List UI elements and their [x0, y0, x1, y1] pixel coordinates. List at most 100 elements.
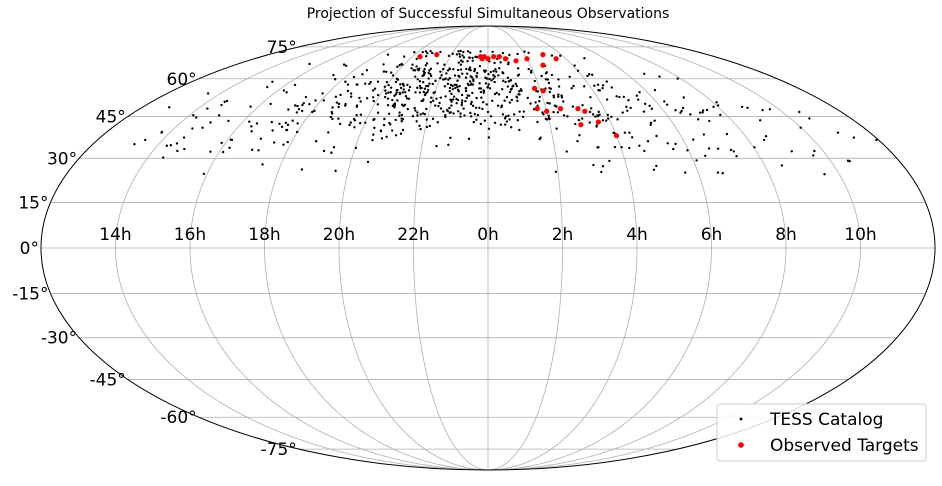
tess-catalog-point: [725, 132, 729, 136]
tess-catalog-point: [251, 148, 254, 152]
tess-catalog-point: [648, 104, 651, 108]
tess-catalog-point: [386, 97, 390, 100]
tess-catalog-point: [405, 97, 409, 100]
tess-catalog-point: [538, 137, 542, 141]
tess-catalog-point: [548, 90, 552, 94]
tess-catalog-point: [469, 102, 473, 106]
tess-catalog-point: [376, 111, 380, 114]
tess-catalog-point: [655, 134, 658, 138]
tess-catalog-point: [707, 147, 711, 150]
tess-catalog-point: [459, 68, 463, 71]
tess-catalog-point: [458, 55, 462, 58]
observed-target-point: [491, 54, 497, 60]
tess-catalog-point: [448, 89, 451, 93]
x-tick-label: 16h: [174, 225, 206, 245]
tess-catalog-point: [389, 86, 393, 89]
tess-catalog-point: [538, 95, 541, 99]
tess-catalog-point: [588, 121, 591, 124]
tess-catalog-point: [479, 122, 483, 126]
tess-catalog-point: [746, 106, 749, 109]
tess-catalog-point: [472, 79, 475, 83]
tess-catalog-point: [322, 149, 326, 153]
tess-catalog-point: [544, 117, 548, 121]
tess-catalog-point: [259, 137, 263, 140]
tess-catalog-point: [365, 69, 369, 72]
tess-catalog-point: [425, 125, 429, 129]
tess-catalog-point: [591, 113, 595, 116]
tess-catalog-point: [416, 86, 419, 89]
tess-catalog-point: [577, 118, 581, 122]
tess-catalog-point: [311, 110, 314, 114]
tess-catalog-point: [398, 111, 401, 114]
tess-catalog-point: [332, 146, 336, 149]
tess-catalog-point: [495, 70, 498, 73]
tess-catalog-point: [505, 120, 509, 123]
tess-catalog-point: [293, 83, 297, 87]
tess-catalog-point: [493, 92, 497, 96]
tess-catalog-point: [498, 67, 501, 70]
tess-catalog-point: [448, 106, 451, 110]
tess-catalog-point: [443, 63, 446, 66]
tess-catalog-point: [719, 113, 722, 117]
tess-catalog-point: [423, 87, 427, 90]
tess-catalog-point: [653, 88, 657, 92]
y-tick-label: -75°: [261, 440, 297, 460]
observed-target-point: [557, 106, 564, 112]
tess-catalog-point: [278, 122, 281, 125]
tess-catalog-point: [297, 108, 301, 111]
tess-catalog-point: [382, 63, 385, 66]
tess-catalog-point: [547, 116, 551, 120]
tess-catalog-point: [676, 77, 679, 80]
tess-catalog-point: [385, 135, 388, 138]
tess-catalog-point: [447, 54, 451, 58]
tess-catalog-point: [466, 82, 470, 86]
tess-catalog-point: [402, 84, 405, 87]
tess-catalog-point: [622, 95, 625, 99]
tess-catalog-point: [321, 92, 324, 95]
tess-catalog-point: [565, 150, 568, 153]
tess-catalog-point: [421, 112, 425, 115]
tess-catalog-point: [194, 116, 198, 119]
tess-catalog-point: [337, 102, 341, 106]
tess-catalog-point: [628, 131, 631, 134]
tess-catalog-point: [715, 101, 718, 104]
tess-catalog-point: [473, 67, 477, 71]
tess-catalog-point: [606, 113, 609, 117]
legend-marker-tess: [739, 417, 743, 421]
tess-catalog-point: [507, 80, 511, 83]
tess-catalog-point: [534, 101, 537, 104]
tess-catalog-point: [516, 99, 519, 103]
tess-catalog-point: [382, 70, 386, 73]
tess-catalog-point: [548, 102, 551, 105]
tess-catalog-point: [471, 91, 474, 95]
tess-catalog-point: [480, 96, 483, 99]
tess-catalog-point: [488, 77, 491, 81]
tess-catalog-point: [461, 54, 464, 57]
tess-catalog-point: [649, 123, 652, 126]
tess-catalog-point: [280, 125, 284, 128]
tess-catalog-point: [547, 114, 550, 117]
tess-catalog-point: [768, 108, 772, 111]
tess-catalog-point: [679, 111, 682, 114]
tess-catalog-point: [552, 96, 556, 99]
tess-catalog-point: [376, 103, 380, 106]
tess-catalog-point: [349, 121, 352, 124]
tess-catalog-point: [456, 68, 460, 72]
tess-catalog-point: [484, 76, 487, 79]
tess-catalog-point: [334, 169, 337, 173]
tess-catalog-point: [428, 69, 431, 72]
tess-catalog-point: [437, 104, 440, 108]
tess-catalog-point: [344, 102, 347, 106]
tess-catalog-point: [492, 77, 495, 80]
tess-catalog-point: [431, 117, 435, 121]
y-tick-label: 60°: [167, 70, 197, 90]
tess-catalog-point: [729, 148, 733, 152]
x-tick-label: 18h: [248, 225, 280, 245]
tess-catalog-point: [421, 50, 424, 54]
tess-catalog-point: [642, 110, 646, 113]
tess-catalog-point: [589, 96, 592, 99]
tess-catalog-point: [516, 52, 519, 56]
tess-catalog-point: [848, 160, 851, 163]
tess-catalog-point: [221, 150, 225, 154]
tess-catalog-point: [459, 63, 463, 66]
